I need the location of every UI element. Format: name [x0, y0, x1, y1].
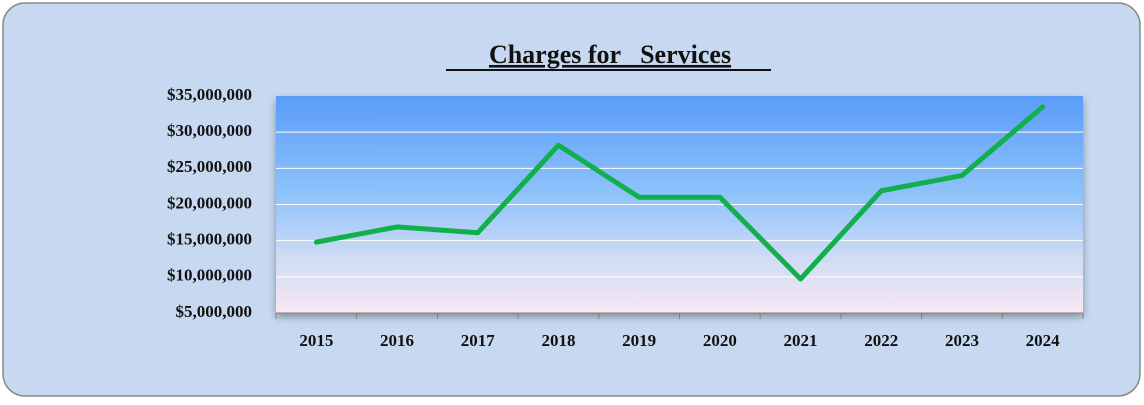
x-tick-label: 2022 — [864, 331, 898, 350]
data-line — [313, 104, 1046, 282]
y-tick-label: $35,000,000 — [167, 85, 252, 104]
chart-title: Charges for Services — [489, 40, 731, 69]
x-tick-label: 2023 — [945, 331, 979, 350]
x-tick-label: 2021 — [784, 331, 818, 350]
x-tick-label: 2015 — [299, 331, 333, 350]
y-tick-label: $5,000,000 — [176, 302, 253, 321]
y-tick-label: $15,000,000 — [167, 230, 252, 249]
y-tick-label: $30,000,000 — [167, 121, 252, 140]
x-tick-label: 2017 — [461, 331, 496, 350]
x-tick-label: 2018 — [541, 331, 575, 350]
x-tick-label: 2019 — [622, 331, 656, 350]
x-tick-label: 2016 — [380, 331, 414, 350]
y-tick-label: $10,000,000 — [167, 266, 252, 285]
y-tick-label: $25,000,000 — [167, 157, 252, 176]
x-tick-label: 2024 — [1026, 331, 1061, 350]
y-tick-label: $20,000,000 — [167, 193, 252, 212]
x-tick-label: 2020 — [703, 331, 737, 350]
